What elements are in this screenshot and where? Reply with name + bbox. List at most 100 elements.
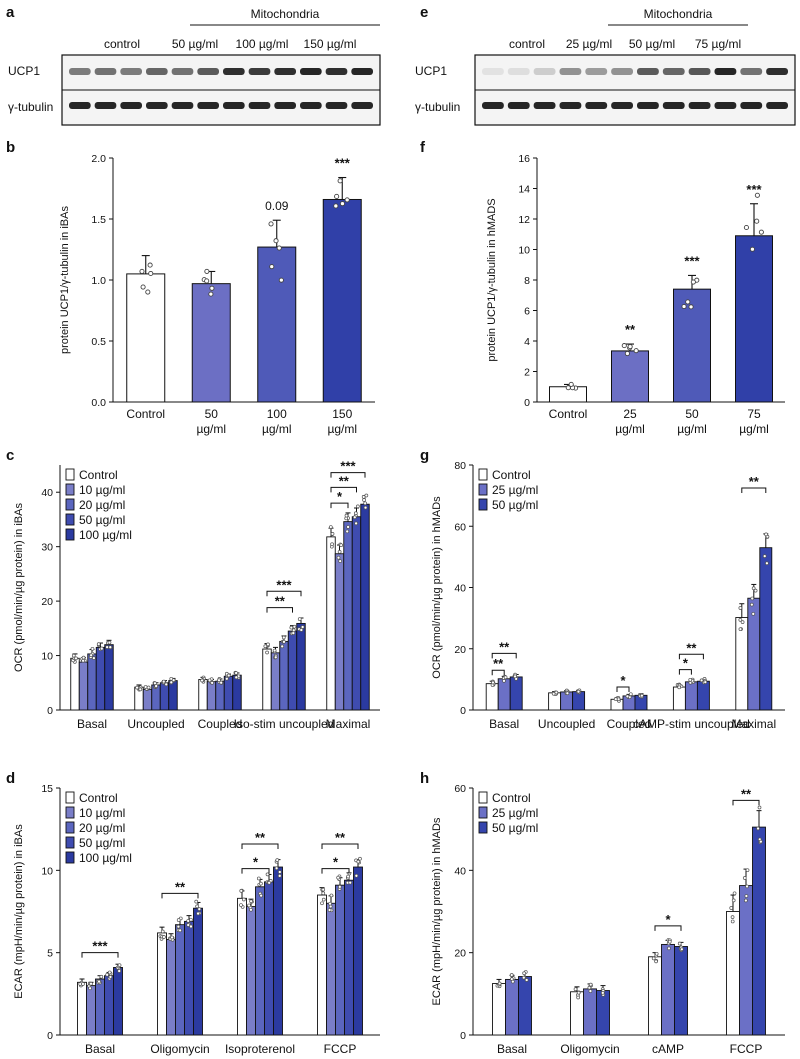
bar	[343, 521, 353, 711]
data-point	[282, 639, 286, 644]
data-point	[751, 586, 756, 591]
data-point	[135, 685, 139, 690]
tubulin-band	[171, 102, 194, 109]
tubulin-band	[146, 102, 168, 109]
data-point	[751, 612, 756, 616]
data-point	[654, 959, 658, 964]
legend-swatch	[65, 791, 75, 804]
significance-bracket	[330, 472, 366, 478]
data-point	[208, 291, 214, 297]
lane-label-e: control	[509, 37, 545, 51]
x-tick-label: Control	[126, 407, 165, 421]
legend-swatch	[65, 851, 75, 864]
bar	[326, 536, 336, 711]
data-point	[738, 618, 743, 622]
data-point	[217, 678, 221, 683]
bar	[86, 985, 96, 1036]
data-point	[353, 511, 358, 516]
x-tick-label: Coupled	[607, 717, 652, 731]
y-tick-label: 40	[454, 583, 466, 595]
data-point	[99, 646, 104, 651]
bar	[317, 894, 327, 1036]
data-point	[249, 899, 253, 904]
row-label-tubulin-e: γ-tubulin	[415, 100, 460, 114]
y-tick-label: 0.0	[91, 397, 106, 409]
data-point	[176, 924, 181, 929]
data-point	[299, 628, 304, 632]
data-point	[688, 677, 693, 682]
x-tick-label: Basal	[489, 717, 519, 731]
data-point	[108, 975, 113, 979]
data-point	[189, 924, 193, 929]
x-tick-label: Iso-stim uncoupled	[234, 717, 335, 731]
data-point	[576, 995, 580, 1000]
data-point	[329, 893, 334, 898]
y-tick-label: 0.5	[91, 336, 106, 348]
data-point	[170, 935, 174, 940]
data-point	[145, 289, 151, 295]
lane-label-e: 25 µg/ml	[566, 37, 612, 51]
data-point	[513, 674, 517, 679]
x-tick-label-unit: µg/ml	[677, 422, 707, 436]
x-tick-label: Coupled	[198, 717, 243, 731]
bar	[95, 646, 106, 711]
bar	[223, 675, 234, 711]
bar	[572, 691, 586, 711]
significance-bracket	[491, 669, 505, 676]
data-point	[196, 911, 200, 916]
data-point	[269, 264, 275, 270]
tubulin-band	[248, 102, 271, 109]
data-point	[743, 224, 749, 231]
y-tick-label: 0	[460, 705, 466, 717]
lane-label-a: 50 µg/ml	[172, 37, 218, 51]
significance-label: ***	[335, 156, 351, 171]
significance-label: **	[749, 474, 760, 489]
data-point	[625, 694, 630, 699]
ucp1-band	[688, 68, 711, 75]
significance-label: **	[493, 656, 504, 671]
significance-bracket	[678, 653, 704, 660]
data-point	[278, 277, 284, 283]
data-point	[731, 898, 736, 903]
x-tick-label: Basal	[85, 1042, 115, 1056]
bar	[264, 881, 274, 1036]
x-tick-label: Uncoupled	[127, 717, 184, 731]
bar	[509, 676, 523, 711]
legend-label: Control	[79, 791, 118, 805]
ucp1-band	[197, 68, 219, 75]
data-point	[148, 270, 154, 277]
significance-label: **	[499, 639, 510, 654]
x-tick-label-unit: µg/ml	[327, 422, 357, 436]
x-tick-label-unit: µg/ml	[615, 422, 645, 436]
data-point	[633, 348, 639, 354]
bar	[661, 943, 675, 1036]
data-point	[272, 648, 277, 653]
data-point	[587, 985, 592, 990]
bar	[279, 640, 289, 711]
bar	[759, 547, 773, 711]
lane-label-e: 75 µg/ml	[695, 37, 741, 51]
x-tick-label: Basal	[497, 1042, 527, 1056]
data-point	[568, 381, 574, 387]
bar	[735, 617, 749, 711]
data-point	[289, 625, 294, 630]
tubulin-band	[714, 102, 737, 109]
ucp1-band	[482, 68, 504, 75]
bar	[206, 681, 217, 711]
y-tick-label: 15	[41, 783, 53, 795]
ucp1-band	[559, 68, 582, 75]
data-point	[738, 606, 743, 610]
data-point	[200, 678, 204, 683]
ucp1-band	[637, 68, 659, 75]
legend-swatch	[478, 791, 488, 804]
data-point	[194, 899, 199, 904]
bar	[505, 978, 519, 1036]
data-point	[502, 679, 506, 683]
x-tick-label-unit: µg/ml	[196, 422, 226, 436]
data-point	[744, 898, 748, 903]
ucp1-band	[94, 68, 117, 75]
legend-label: 50 µg/ml	[79, 513, 125, 527]
data-point	[195, 904, 199, 909]
legend-label: 10 µg/ml	[79, 806, 125, 820]
data-point	[171, 678, 176, 683]
